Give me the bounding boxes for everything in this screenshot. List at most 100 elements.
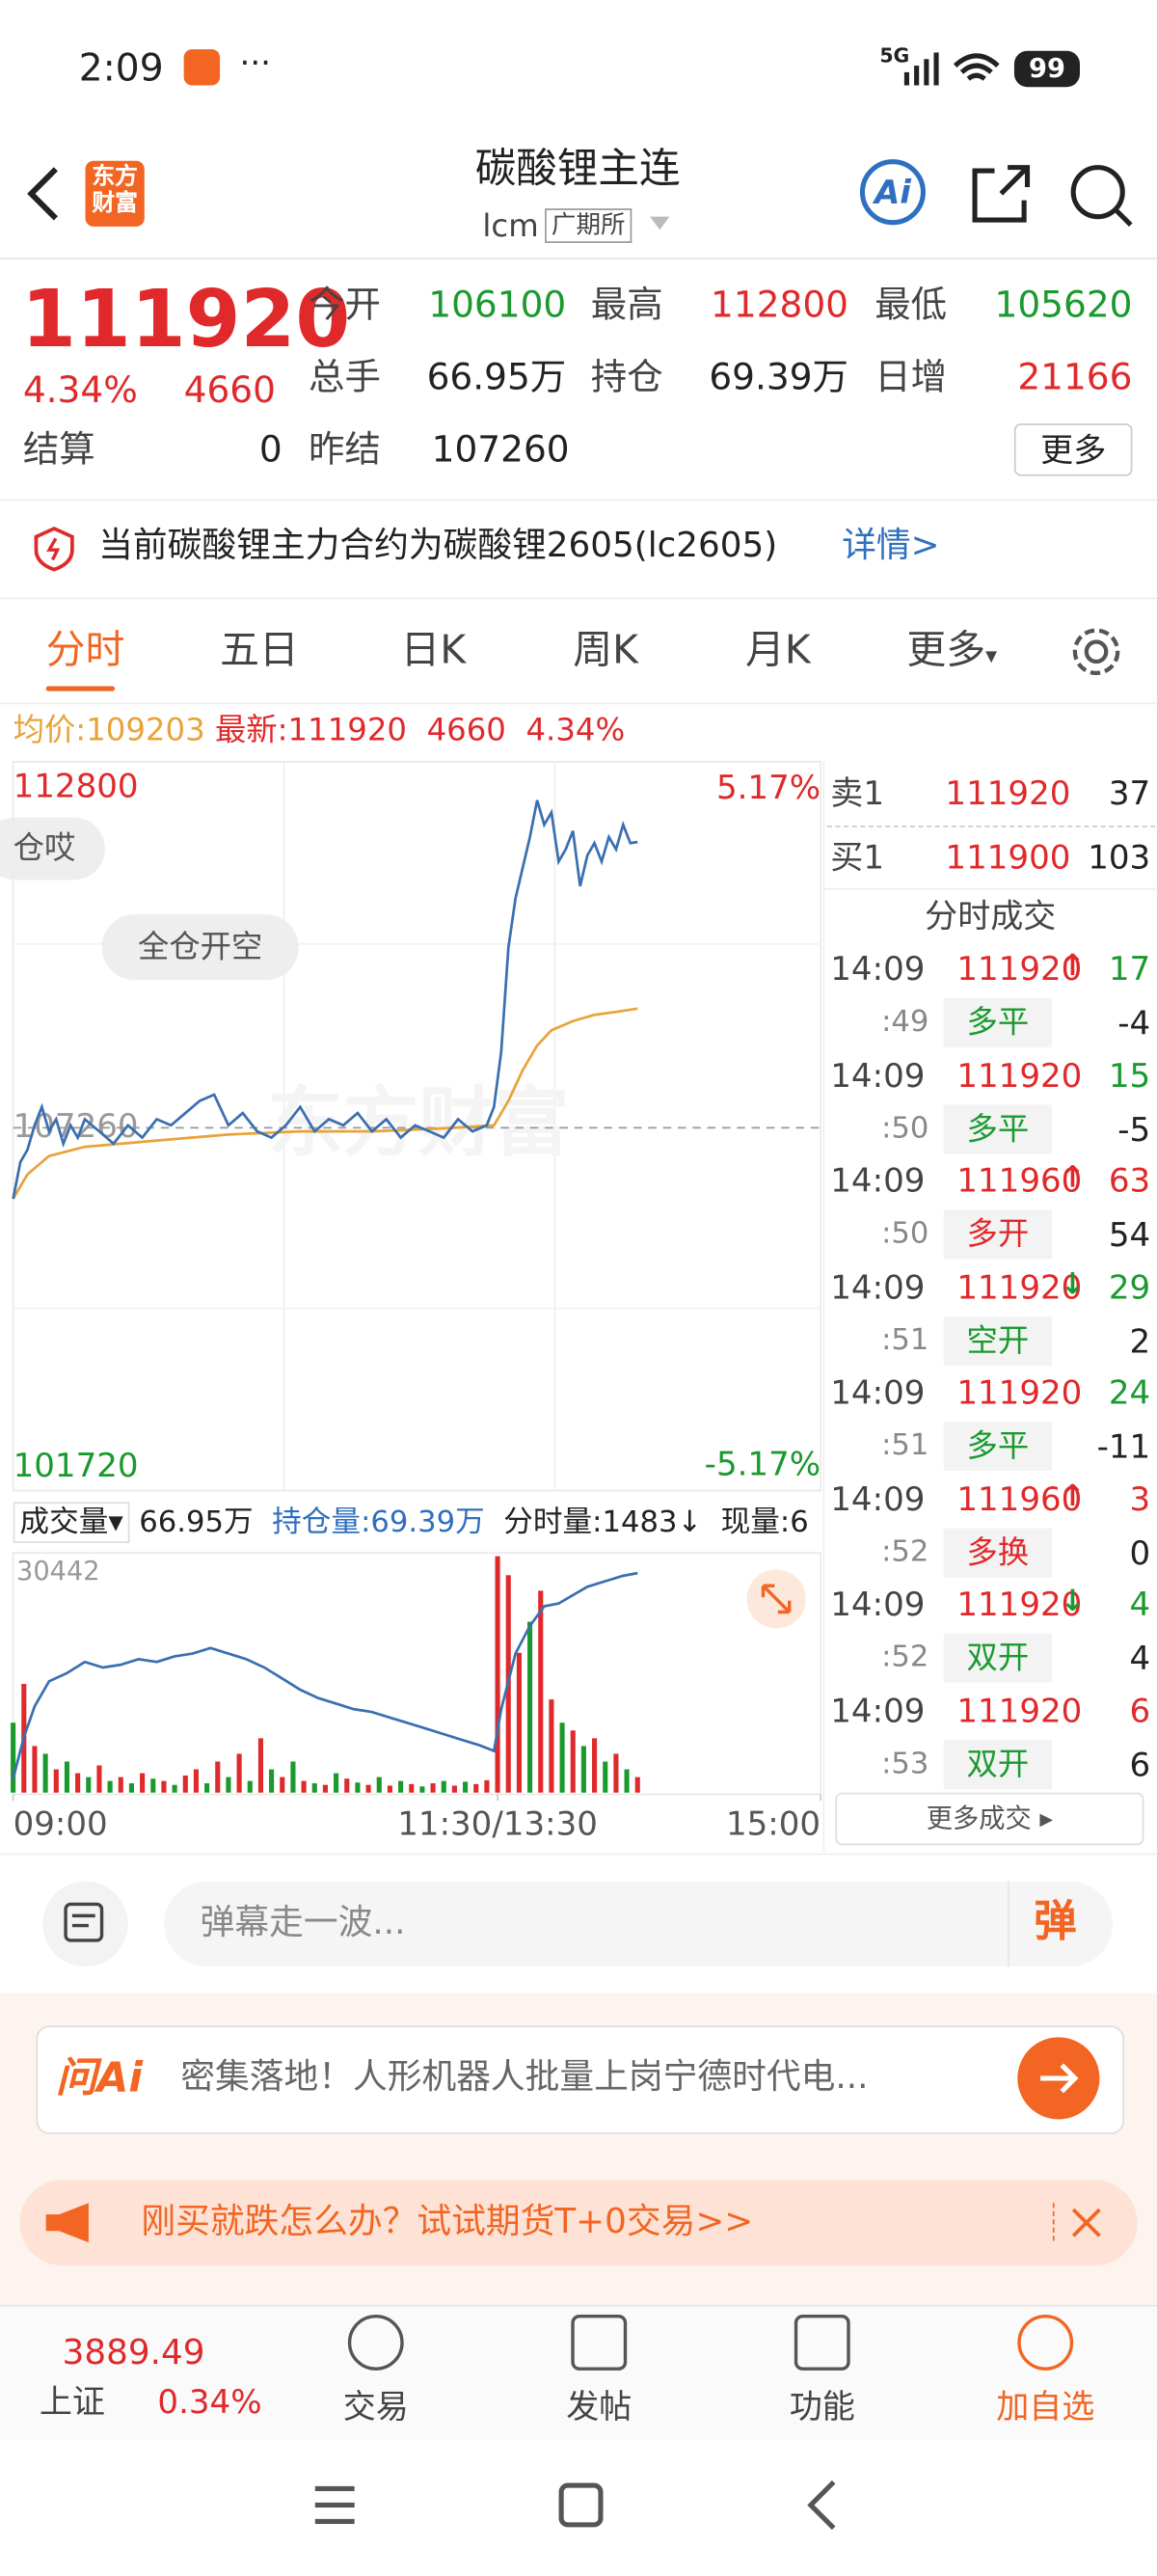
tab[interactable]: 周K — [573, 627, 638, 673]
expand-icon — [761, 1584, 792, 1614]
system-nav — [0, 2439, 1157, 2576]
nav-icon — [571, 2315, 628, 2371]
banner-close[interactable] — [1050, 2200, 1116, 2246]
notice-text: 当前碳酸锂主力合约为碳酸锂2605(lc2605) — [98, 525, 778, 565]
volume-bar — [322, 1784, 328, 1793]
divider — [0, 499, 1157, 502]
volume-bar — [11, 1722, 16, 1793]
danmaku-button[interactable]: 弹 — [1034, 1897, 1077, 1947]
settings-button[interactable] — [1068, 624, 1124, 680]
nav-item[interactable]: 功能 — [789, 2386, 855, 2427]
notice-link[interactable]: 详情> — [842, 525, 940, 565]
volume-bar — [32, 1746, 38, 1793]
book-price: 111920 — [945, 773, 1071, 813]
volume-bar — [419, 1786, 425, 1793]
more-trades-button[interactable]: 更多成交 ▸ — [835, 1792, 1144, 1846]
danmaku: 全仓开空 — [101, 914, 299, 981]
arrow-icon — [1040, 2063, 1079, 2094]
nav-icon — [347, 2315, 404, 2371]
volume-bar — [53, 1769, 59, 1793]
trade-price: 111920 — [956, 1371, 1083, 1412]
nav-item[interactable]: 交易 — [342, 2386, 409, 2427]
volume-bar — [495, 1556, 500, 1793]
search-button[interactable] — [1066, 161, 1135, 230]
trade-kind: 双开 — [943, 1739, 1053, 1789]
index-pct: 0.34% — [157, 2381, 262, 2422]
last-label: 最新: — [214, 712, 288, 749]
divider — [0, 702, 1157, 705]
volume-bar — [140, 1773, 146, 1793]
trade-volume: 63 — [1108, 1160, 1151, 1201]
share-button[interactable] — [968, 161, 1034, 227]
banner[interactable] — [19, 2180, 1138, 2265]
volume-bar — [193, 1769, 199, 1793]
volume-bar — [182, 1776, 188, 1793]
change-pct: 4.34% — [22, 370, 138, 413]
trade-price: 111920 — [956, 1266, 1083, 1307]
app-icon — [183, 49, 221, 86]
volume-bar — [570, 1730, 576, 1793]
volume-bar — [150, 1778, 156, 1793]
volume-bar — [269, 1769, 275, 1793]
nav-icon — [794, 2315, 850, 2371]
tab[interactable]: 更多▾ — [906, 627, 998, 673]
trade-volume: 6 — [1129, 1690, 1151, 1730]
tab[interactable]: 月K — [744, 627, 811, 673]
trade-change: 54 — [1108, 1214, 1151, 1255]
nav-icon — [1017, 2315, 1074, 2371]
volume-bar — [42, 1753, 48, 1793]
x-tick-label: 09:00 — [13, 1804, 108, 1843]
ad-go-button[interactable] — [1017, 2037, 1100, 2120]
notice-icon — [34, 527, 74, 572]
expand-button[interactable] — [746, 1569, 806, 1629]
volume-selector[interactable]: 成交量▾ — [13, 1502, 130, 1544]
legend-text: 66.95万 — [139, 1505, 254, 1540]
price-line — [12, 800, 638, 1200]
field-label: 昨结 — [309, 429, 381, 472]
trade-kind: 空开 — [943, 1315, 1053, 1366]
ad-card[interactable] — [36, 2025, 1124, 2134]
volume-bar — [215, 1761, 221, 1793]
volume-bar — [161, 1780, 167, 1793]
system-buttons — [314, 2480, 836, 2531]
nav-item[interactable]: 加自选 — [996, 2386, 1095, 2427]
legend-text: 分时量:1483↓ — [503, 1505, 703, 1540]
volume-bar — [409, 1783, 415, 1793]
tab[interactable]: 分时 — [45, 627, 125, 673]
ai-button[interactable]: Ai — [859, 159, 927, 226]
more-button[interactable]: 更多 — [1013, 423, 1133, 476]
trade-arrow: ↑ — [1060, 948, 1086, 984]
open-interest-line — [12, 1571, 638, 1779]
tab[interactable]: 日K — [400, 627, 467, 673]
trade-change: 2 — [1129, 1320, 1151, 1361]
y-tick-label: 30442 — [16, 1557, 100, 1586]
volume-bar — [473, 1783, 479, 1793]
trade-time: 14:09 — [830, 1690, 926, 1730]
trade-price: 111960 — [956, 1160, 1083, 1201]
volume-bar — [118, 1776, 123, 1793]
status-dots: ··· — [239, 42, 271, 83]
volume-bar — [355, 1782, 361, 1793]
nav-item[interactable]: 发帖 — [566, 2386, 632, 2427]
field-value: 0 — [258, 429, 283, 472]
back-button[interactable] — [19, 164, 68, 223]
volume-panel — [12, 1552, 821, 1796]
comment-icon-button[interactable] — [42, 1881, 128, 1967]
megaphone-icon — [45, 2203, 89, 2243]
network: 5G — [879, 43, 910, 68]
trade-subtime: :52 — [881, 1640, 929, 1675]
ad-brand: 问Ai — [55, 2053, 143, 2101]
trade-volume: 3 — [1129, 1478, 1151, 1518]
change: 4660 — [183, 370, 276, 413]
trade-change: -4 — [1117, 1003, 1151, 1043]
divider — [0, 1853, 1157, 1856]
tab-indicator — [45, 686, 116, 691]
comment-input[interactable] — [164, 1881, 1114, 1967]
tab[interactable]: 五日 — [220, 627, 299, 673]
volume-bar — [172, 1784, 177, 1793]
trade-time: 14:09 — [830, 1478, 926, 1518]
trade-volume: 17 — [1108, 948, 1151, 989]
last-value: 111920 — [287, 712, 407, 749]
avg-label: 均价: — [13, 712, 87, 749]
volume-bar — [463, 1781, 469, 1793]
